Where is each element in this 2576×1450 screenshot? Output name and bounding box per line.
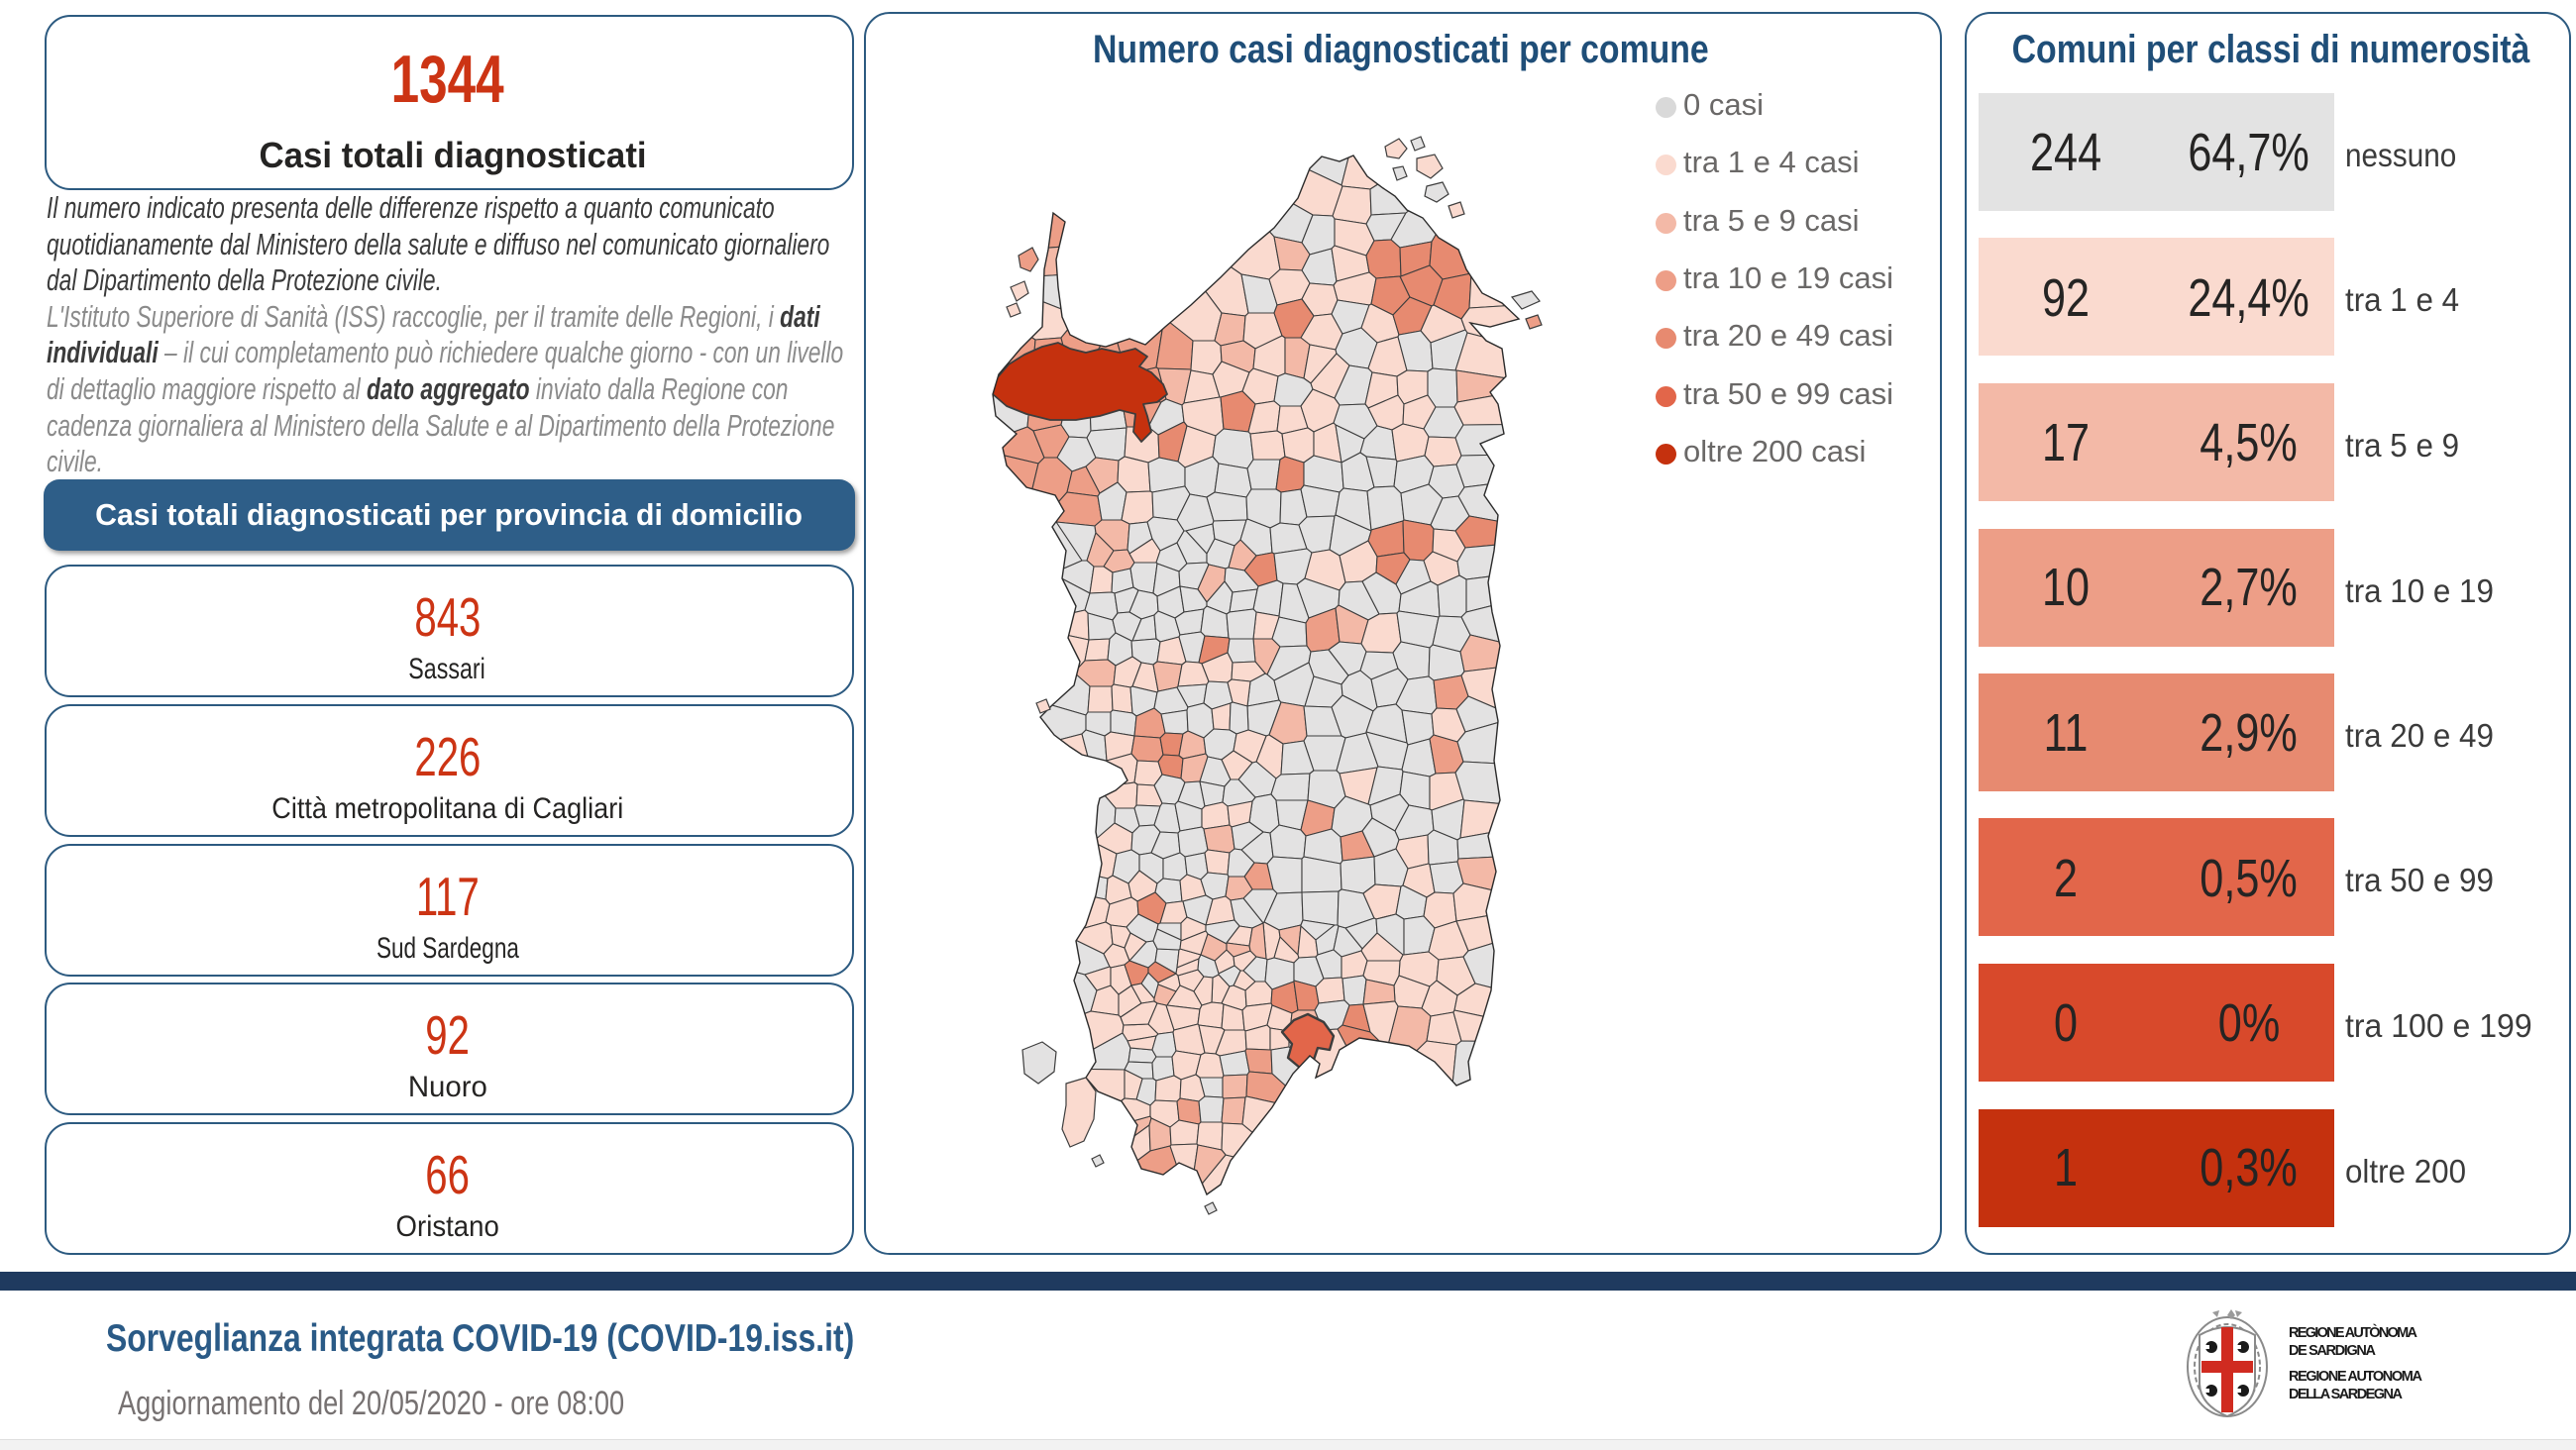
svg-text:DELLA SARDEGNA: DELLA SARDEGNA	[2289, 1387, 2404, 1402]
svg-text:REGIONE AUTÒNOMA: REGIONE AUTÒNOMA	[2289, 1323, 2418, 1341]
svg-text:REGIONE AUTONOMA: REGIONE AUTONOMA	[2289, 1369, 2423, 1385]
svg-text:DE SARDIGNA: DE SARDIGNA	[2289, 1343, 2377, 1359]
